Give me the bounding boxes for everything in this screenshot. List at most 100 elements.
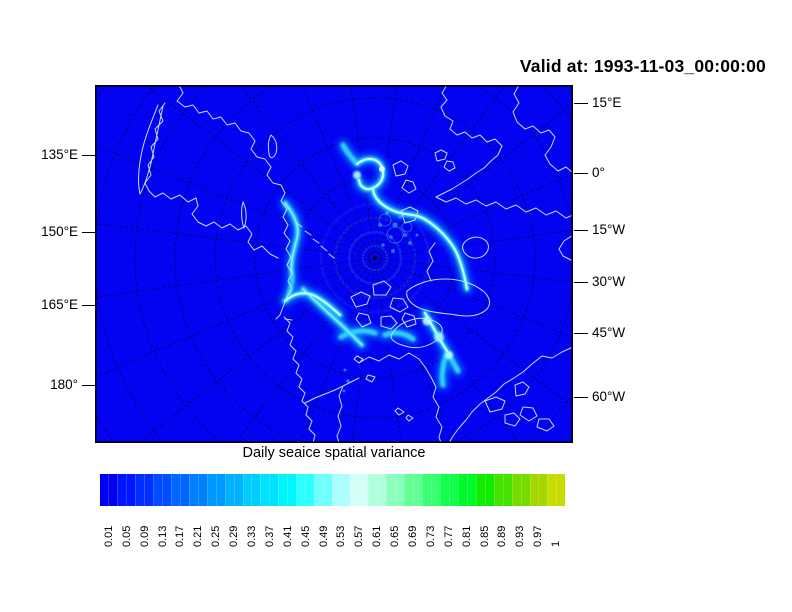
colorbar-segment	[179, 474, 189, 506]
axis-tick	[574, 397, 588, 399]
colorbar-tick-label: 0.53	[335, 525, 348, 547]
colorbar-segment	[260, 474, 270, 506]
coastlines	[138, 85, 573, 443]
colorbar-tick-label: 0.69	[406, 525, 419, 547]
axis-tick	[574, 173, 588, 175]
colorbar-segment	[134, 474, 144, 506]
arctic-map	[95, 85, 573, 443]
colorbar-segment	[377, 474, 386, 506]
colorbar-tick-label: 0.09	[138, 525, 151, 547]
colorbar-tick-label: 0.81	[460, 525, 473, 547]
axis-label-15W: 15°W	[592, 222, 626, 237]
colorbar-segment	[547, 474, 557, 506]
ice-variance-field	[280, 140, 472, 393]
axis-tick	[574, 282, 588, 284]
axis-tick	[82, 305, 95, 307]
colorbar-segment	[394, 474, 404, 506]
colorbar-segment	[188, 474, 198, 506]
axis-label-135E: 135°E	[41, 147, 78, 162]
colorbar-segment	[520, 474, 530, 506]
colorbar	[100, 474, 566, 506]
axis-tick	[82, 155, 95, 157]
colorbar-tick-label: 0.01	[102, 525, 115, 547]
axis-label-0: 0°	[592, 165, 605, 180]
colorbar-segment	[143, 474, 153, 506]
colorbar-segment	[116, 474, 126, 506]
colorbar-tick-label: 0.13	[156, 525, 169, 547]
map-border	[95, 85, 573, 443]
colorbar-segment	[206, 474, 216, 506]
colorbar-segment	[287, 474, 297, 506]
colorbar-tick-label: 0.33	[246, 525, 259, 547]
colorbar-segment	[125, 474, 135, 506]
colorbar-segment	[161, 474, 171, 506]
coastline-greenland-europe	[392, 85, 573, 317]
colorbar-segment	[448, 474, 458, 506]
plot-title: Valid at: 1993-11-03_00:00:00	[519, 56, 766, 76]
colorbar-segment	[350, 474, 360, 506]
colorbar-segment	[242, 474, 252, 506]
colorbar-segment	[100, 474, 108, 506]
colorbar-segment	[529, 474, 539, 506]
colorbar-tick-label: 0.73	[424, 525, 437, 547]
axis-label-180: 180°	[50, 377, 78, 392]
colorbar-tick-label: 0.17	[174, 525, 187, 547]
colorbar-segment	[457, 474, 467, 506]
colorbar-segment	[197, 474, 207, 506]
colorbar-segment	[556, 474, 566, 506]
axis-label-60W: 60°W	[592, 389, 626, 404]
variance-speckles	[342, 211, 419, 393]
colorbar-tick-label: 0.65	[389, 525, 402, 547]
pole-mark	[373, 256, 377, 260]
colorbar-tick-label: 0.61	[371, 525, 384, 547]
axis-label-150E: 150°E	[41, 224, 78, 239]
axis-tick	[82, 385, 95, 387]
colorbar-segment	[233, 474, 243, 506]
colorbar-segment	[332, 474, 342, 506]
colorbar-segment	[278, 474, 288, 506]
colorbar-tick-label: 0.93	[514, 525, 527, 547]
colorbar-tick-label: 0.05	[120, 525, 133, 547]
axis-tick	[574, 333, 588, 335]
colorbar-segment	[493, 474, 503, 506]
colorbar-segment	[359, 474, 369, 506]
colorbar-tick-label: 0.57	[353, 525, 366, 547]
colorbar-tick-label: 0.45	[299, 525, 312, 547]
axis-tick	[82, 232, 95, 234]
colorbar-segment	[251, 474, 261, 506]
colorbar-segment	[314, 474, 324, 506]
colorbar-segment	[538, 474, 548, 506]
colorbar-tick-label: 1	[550, 540, 563, 547]
right-axis: 15°E 0° 15°W 30°W 45°W 60°W	[592, 0, 662, 612]
colorbar-segment	[170, 474, 180, 506]
colorbar-segment	[466, 474, 476, 506]
colorbar-tick-label: 0.37	[263, 525, 276, 547]
colorbar-tick-label: 0.29	[228, 525, 241, 547]
colorbar-segment	[511, 474, 521, 506]
axis-tick	[574, 230, 588, 232]
axis-label-165E: 165°E	[41, 297, 78, 312]
colorbar-segment	[323, 474, 333, 506]
colorbar-tick-label: 0.49	[317, 525, 330, 547]
colorbar-segment	[386, 474, 395, 506]
colorbar-segment	[152, 474, 162, 506]
colorbar-segment	[439, 474, 449, 506]
colorbar-segment	[305, 474, 315, 506]
left-axis: 135°E 150°E 165°E 180°	[18, 0, 78, 612]
colorbar-segment	[224, 474, 234, 506]
colorbar-segment	[341, 474, 351, 506]
axis-tick	[574, 103, 588, 105]
colorbar-segment	[484, 474, 494, 506]
axis-label-45W: 45°W	[592, 325, 626, 340]
coastline-north-america	[283, 280, 573, 443]
axis-label-15E: 15°E	[592, 95, 622, 110]
colorbar-segment	[296, 474, 306, 506]
colorbar-tick-label: 0.89	[496, 525, 509, 547]
colorbar-segment	[430, 474, 440, 506]
colorbar-segment	[475, 474, 485, 506]
colorbar-title: Daily seaice spatial variance	[242, 445, 426, 461]
ocean-background	[95, 85, 573, 443]
colorbar-tick-label: 0.41	[281, 525, 294, 547]
colorbar-segment	[107, 474, 117, 506]
